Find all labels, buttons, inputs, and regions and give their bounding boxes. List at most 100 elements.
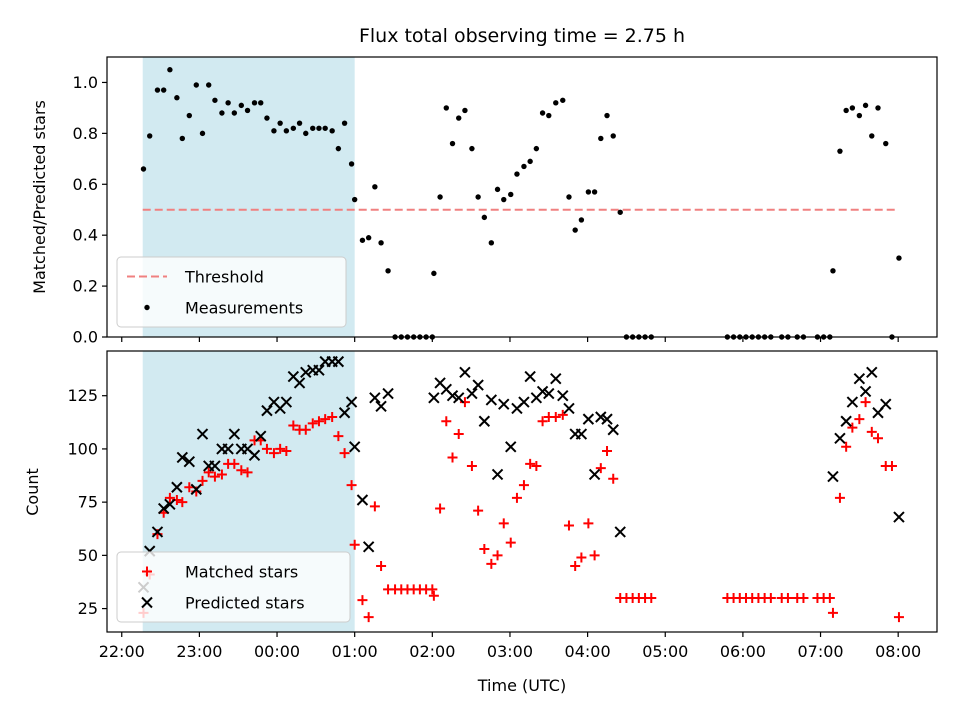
data-point [333,431,344,442]
data-point [601,413,613,425]
legend-box [116,551,351,623]
data-point [271,128,277,134]
data-point [376,561,387,572]
data-point [830,268,836,274]
legend-marker [142,566,152,577]
top-panel-legend: Threshold Measurements [116,256,347,328]
data-point [212,97,218,103]
data-point [840,415,852,427]
data-point [283,128,290,134]
data-point [827,607,838,618]
data-point [856,112,863,119]
top-panel: 0.0 0.2 0.4 0.6 0.8 1.0 Matched/Predicted sta… [30,56,938,347]
data-point [866,426,877,437]
data-point [843,107,849,114]
data-point [607,424,619,436]
legend-box [116,256,347,328]
data-point [261,404,273,417]
x-axis-label: Time (UTC) [477,676,566,695]
data-point [160,87,167,93]
data-point [428,392,440,404]
top-panel-axes: 0.0 0.2 0.4 0.6 0.8 1.0 [73,56,938,347]
data-point [557,389,569,402]
y-tick-label: 0.0 [73,328,98,347]
data-point [242,467,253,478]
data-point [329,128,335,134]
data-point [578,217,585,223]
data-point [521,163,527,170]
data-point [449,140,456,147]
data-point [782,592,793,603]
data-point [473,505,484,516]
legend-label: Predicted stars [185,594,305,613]
data-point [469,145,475,152]
data-point [447,452,458,463]
data-point [174,95,180,101]
data-point [177,497,188,508]
data-point [604,112,610,119]
data-point [167,67,173,73]
data-point [550,411,561,422]
data-point [834,432,846,444]
x-tick-label: 08:00 [875,642,921,661]
data-point [466,460,477,471]
data-point [505,441,517,453]
data-point [378,240,384,246]
x-tick-label: 07:00 [797,642,843,661]
y-tick-label: 50 [78,546,98,565]
data-point [196,428,209,440]
data-point [307,418,318,429]
data-point [459,397,470,408]
data-point [859,385,872,398]
data-point [238,102,245,109]
data-point [595,411,607,423]
data-point [164,492,175,503]
legend-marker [144,304,150,311]
data-point [617,209,623,215]
data-point [646,592,657,603]
data-point [498,398,510,410]
data-point [446,389,459,402]
data-point [570,561,581,572]
y-tick-label: 1.0 [73,73,98,92]
data-point [585,189,592,195]
data-point [834,492,845,503]
data-point [537,416,548,427]
data-point [824,592,835,603]
data-point [184,482,195,493]
data-point [508,191,514,198]
data-point [872,433,883,444]
data-point [281,446,292,457]
data-point [229,458,240,469]
data-point [157,502,170,515]
data-point [349,539,360,550]
measurements-series [140,67,902,340]
data-point [248,449,261,462]
data-point [171,481,183,493]
data-point [437,194,443,200]
legend-label: Measurements [185,299,303,318]
data-point [841,441,852,452]
x-tick-label: 06:00 [720,642,766,661]
data-point [846,396,859,408]
data-point [431,270,437,277]
data-point [518,480,529,491]
data-point [583,518,594,529]
data-point [339,448,350,459]
data-point [456,115,462,121]
data-point [854,414,865,425]
data-point [362,541,375,553]
data-point [372,184,378,190]
data-point [546,112,552,119]
data-point [880,398,892,410]
x-tick-label: 05:00 [642,642,688,661]
data-point [316,125,322,131]
data-point [453,429,464,440]
data-point [582,413,595,425]
data-point [251,100,258,106]
data-point [310,125,316,131]
data-point [346,480,357,491]
data-point [183,455,196,468]
x-tick-label: 22:00 [99,642,145,661]
data-point [524,370,536,383]
